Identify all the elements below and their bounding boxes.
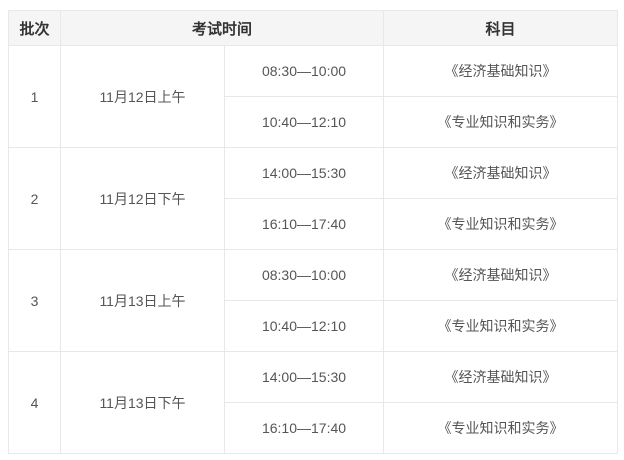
time-cell: 10:40—12:10 [223, 96, 385, 148]
time-cell: 10:40—12:10 [223, 300, 385, 352]
table-row: 16:10—17:40 《专业知识和实务》 [9, 402, 619, 454]
subject-cell: 《经济基础知识》 [383, 249, 619, 301]
header-exam-time: 考试时间 [59, 10, 385, 46]
batch-cell: 3 [8, 249, 61, 352]
table-row: 10:40—12:10 《专业知识和实务》 [9, 300, 619, 352]
time-cell: 14:00—15:30 [223, 147, 385, 199]
table-row: 2 11月12日下午 14:00—15:30 《经济基础知识》 [8, 147, 619, 250]
batch-cell: 1 [8, 45, 61, 148]
date-cell: 11月13日下午 [60, 351, 225, 454]
subject-cell: 《专业知识和实务》 [383, 96, 619, 148]
header-batch: 批次 [8, 10, 61, 46]
subject-cell: 《经济基础知识》 [383, 351, 619, 403]
header-subject: 科目 [383, 10, 619, 46]
subject-cell: 《专业知识和实务》 [383, 300, 619, 352]
exam-schedule-table: 批次 考试时间 科目 1 11月12日上午 08:30—10:00 《经济基础知… [8, 10, 619, 454]
table-row: 10:40—12:10 《专业知识和实务》 [9, 96, 619, 148]
time-cell: 16:10—17:40 [223, 402, 385, 454]
subject-cell: 《专业知识和实务》 [383, 402, 619, 454]
date-cell: 11月13日上午 [60, 249, 225, 352]
table-row: 16:10—17:40 《专业知识和实务》 [9, 198, 619, 250]
header-row: 批次 考试时间 科目 [8, 10, 619, 46]
subject-cell: 《经济基础知识》 [383, 147, 619, 199]
table-row: 3 11月13日上午 08:30—10:00 《经济基础知识》 [8, 249, 619, 352]
time-cell: 14:00—15:30 [223, 351, 385, 403]
time-cell: 16:10—17:40 [223, 198, 385, 250]
time-cell: 08:30—10:00 [223, 45, 385, 97]
table-row: 1 11月12日上午 08:30—10:00 《经济基础知识》 [8, 45, 619, 148]
batch-cell: 2 [8, 147, 61, 250]
date-cell: 11月12日下午 [60, 147, 225, 250]
subject-cell: 《经济基础知识》 [383, 45, 619, 97]
time-cell: 08:30—10:00 [223, 249, 385, 301]
subject-cell: 《专业知识和实务》 [383, 198, 619, 250]
table-row: 4 11月13日下午 14:00—15:30 《经济基础知识》 [8, 351, 619, 454]
batch-cell: 4 [8, 351, 61, 454]
date-cell: 11月12日上午 [60, 45, 225, 148]
